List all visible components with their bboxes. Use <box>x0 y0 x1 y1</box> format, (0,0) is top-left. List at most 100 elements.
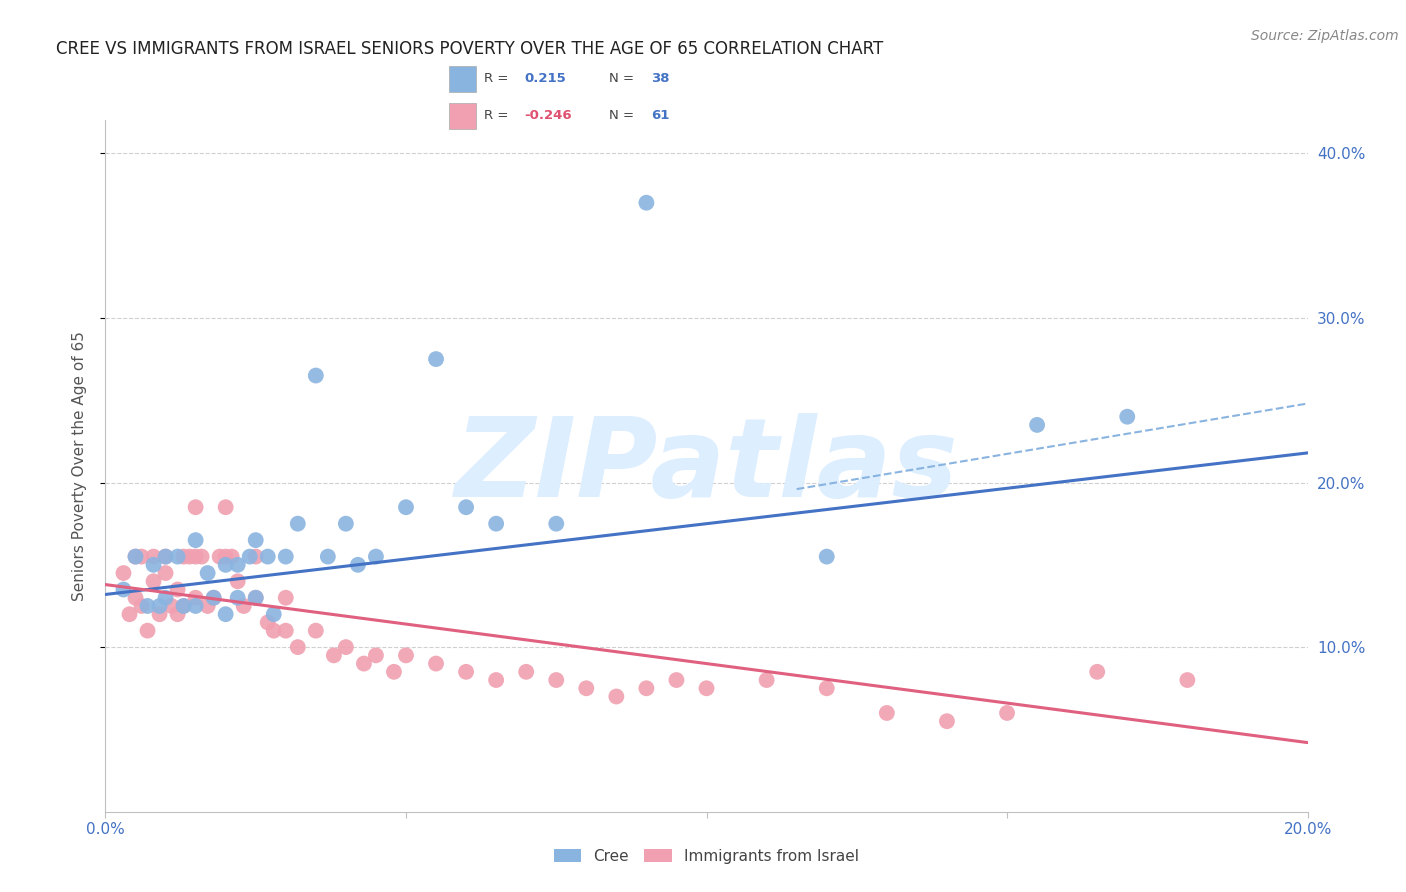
Point <box>245 591 267 605</box>
Point <box>364 549 387 564</box>
Point <box>454 665 477 679</box>
Point <box>335 516 357 531</box>
Text: 61: 61 <box>651 110 669 122</box>
Text: ZIPatlas: ZIPatlas <box>454 413 959 519</box>
Point <box>155 549 177 564</box>
Point <box>232 599 254 613</box>
Point <box>148 599 170 613</box>
Point <box>936 714 959 729</box>
Point <box>184 549 207 564</box>
Point <box>485 673 508 687</box>
Point <box>274 549 297 564</box>
Point <box>226 558 249 572</box>
Point <box>696 681 718 696</box>
Point <box>124 591 146 605</box>
Point <box>148 607 170 622</box>
Point <box>226 574 249 589</box>
Text: 38: 38 <box>651 72 671 86</box>
Point <box>214 607 236 622</box>
Point <box>1175 673 1198 687</box>
Text: N =: N = <box>609 110 634 122</box>
Point <box>184 500 207 515</box>
Point <box>112 582 135 597</box>
Point <box>184 599 207 613</box>
Point <box>815 681 838 696</box>
Point <box>347 558 370 572</box>
Point <box>166 582 188 597</box>
Text: -0.246: -0.246 <box>524 110 572 122</box>
Point <box>131 599 153 613</box>
Point <box>214 549 236 564</box>
Bar <box>449 103 477 128</box>
Point <box>263 624 285 638</box>
Text: N =: N = <box>609 72 634 86</box>
Point <box>190 549 212 564</box>
Point <box>179 549 201 564</box>
Point <box>118 607 141 622</box>
Point <box>136 599 159 613</box>
Point <box>395 648 418 663</box>
Text: Source: ZipAtlas.com: Source: ZipAtlas.com <box>1251 29 1399 43</box>
Point <box>287 516 309 531</box>
Text: 0.215: 0.215 <box>524 72 567 86</box>
Point <box>755 673 778 687</box>
Point <box>112 566 135 580</box>
Point <box>322 648 344 663</box>
Legend: Cree, Immigrants from Israel: Cree, Immigrants from Israel <box>548 842 865 870</box>
Point <box>197 599 219 613</box>
Point <box>155 591 177 605</box>
Point <box>208 549 231 564</box>
Point <box>239 549 262 564</box>
Point <box>155 566 177 580</box>
Point <box>636 681 658 696</box>
Point <box>173 549 195 564</box>
Point <box>136 624 159 638</box>
Point <box>166 549 188 564</box>
Point <box>226 591 249 605</box>
Point <box>425 352 447 367</box>
Point <box>485 516 508 531</box>
Point <box>202 591 225 605</box>
Point <box>166 607 188 622</box>
Point <box>221 549 243 564</box>
Point <box>245 591 267 605</box>
Point <box>155 549 177 564</box>
Point <box>546 516 568 531</box>
Point <box>316 549 339 564</box>
Point <box>575 681 598 696</box>
Point <box>425 657 447 671</box>
Point <box>815 549 838 564</box>
Point <box>287 640 309 654</box>
Point <box>546 673 568 687</box>
Point <box>1026 417 1049 432</box>
Point <box>124 549 146 564</box>
Point <box>665 673 688 687</box>
Point <box>256 615 278 630</box>
Point <box>335 640 357 654</box>
Point <box>364 648 387 663</box>
Point <box>454 500 477 515</box>
Point <box>395 500 418 515</box>
Point <box>1116 409 1139 424</box>
Point <box>263 607 285 622</box>
Point <box>245 549 267 564</box>
Point <box>1085 665 1108 679</box>
Point <box>256 549 278 564</box>
Text: R =: R = <box>484 110 508 122</box>
Text: R =: R = <box>484 72 508 86</box>
Point <box>202 591 225 605</box>
Point <box>515 665 537 679</box>
Point <box>382 665 405 679</box>
Point <box>142 558 165 572</box>
Point <box>305 368 328 383</box>
Point <box>184 591 207 605</box>
Point <box>353 657 375 671</box>
Point <box>124 549 146 564</box>
Point <box>184 533 207 548</box>
Point <box>305 624 328 638</box>
Bar <box>449 66 477 92</box>
Point <box>245 533 267 548</box>
Point <box>274 591 297 605</box>
Point <box>173 599 195 613</box>
Point <box>274 624 297 638</box>
